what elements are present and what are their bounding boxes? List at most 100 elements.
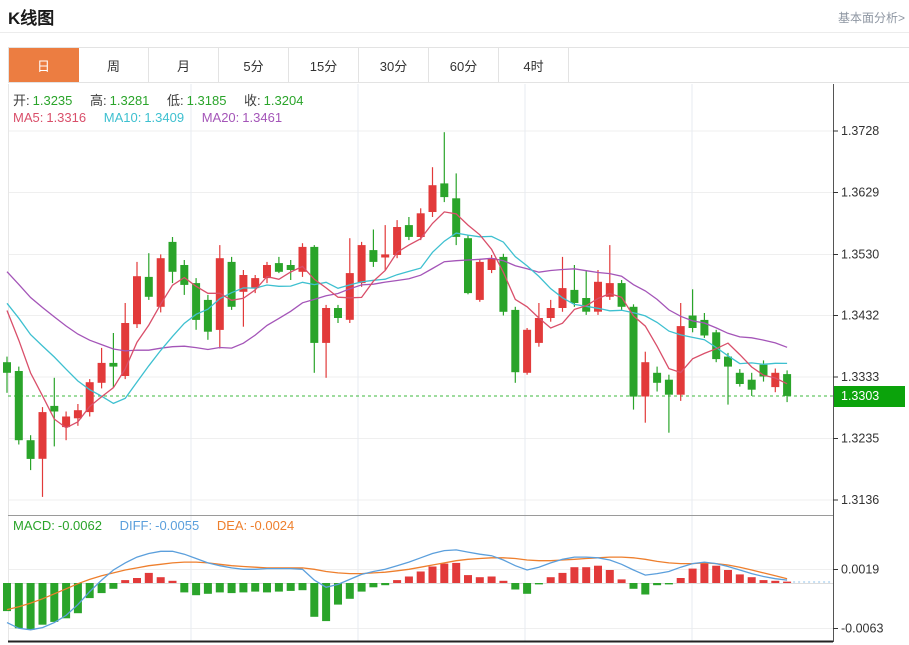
- macd-bar: [381, 583, 390, 586]
- candle-body: [428, 185, 437, 212]
- macd-bar: [747, 577, 756, 583]
- close-label: 收:: [244, 93, 261, 108]
- macd-label: MACD:: [13, 518, 55, 533]
- candle-body: [85, 382, 94, 413]
- low-label: 低:: [167, 93, 184, 108]
- candle-body: [641, 362, 650, 397]
- macd-bar: [452, 562, 461, 583]
- price-axis-label: 1.3432: [841, 309, 879, 323]
- candle-body: [14, 371, 23, 441]
- tab-15min[interactable]: 15分: [289, 48, 359, 82]
- candle-body: [109, 362, 118, 367]
- candle-body: [180, 265, 189, 285]
- macd-bar: [629, 583, 638, 589]
- ma5-value: 1.3316: [46, 110, 87, 125]
- macd-bar: [783, 581, 792, 583]
- ma5-line: [6, 211, 788, 429]
- candle-body: [381, 254, 390, 258]
- candle-body: [251, 278, 260, 289]
- candle-body: [345, 273, 354, 320]
- macd-bar: [62, 583, 71, 619]
- macd-bar: [617, 579, 626, 583]
- candle-body: [73, 410, 82, 419]
- macd-bar: [759, 580, 768, 583]
- tab-month[interactable]: 月: [149, 48, 219, 82]
- macd-bar: [97, 583, 106, 594]
- macd-bar: [546, 577, 555, 583]
- price-axis-label: 1.3629: [841, 186, 879, 200]
- macd-bar: [653, 583, 662, 586]
- open-value: 1.3235: [32, 93, 73, 108]
- macd-value: -0.0062: [57, 518, 102, 533]
- tab-5min[interactable]: 5分: [219, 48, 289, 82]
- candle-body: [393, 227, 402, 255]
- candle-body: [334, 308, 342, 318]
- fundamental-analysis-link[interactable]: 基本面分析>: [837, 11, 905, 25]
- dea-value: -0.0024: [250, 518, 295, 533]
- ma10-label: MA10:: [103, 110, 142, 125]
- dea-line: [6, 556, 788, 611]
- candle-body: [452, 198, 461, 237]
- tab-day[interactable]: 日: [9, 48, 79, 82]
- candle-body: [192, 283, 201, 320]
- macd-bar: [298, 583, 307, 591]
- candle-body: [263, 265, 271, 279]
- macd-bar: [192, 583, 201, 596]
- candle-body: [298, 246, 307, 272]
- main-candles-pane: [3, 132, 792, 497]
- candle-body: [735, 372, 744, 384]
- candle-body: [156, 258, 165, 307]
- open-label: 开:: [13, 93, 30, 108]
- macd-bar: [582, 567, 591, 583]
- macd-bar: [227, 583, 236, 594]
- low-value: 1.3185: [186, 93, 227, 108]
- ma20-label: MA20:: [201, 110, 240, 125]
- period-tabbar: 日周月 5分 15分 30分 60分 4时: [8, 47, 909, 83]
- macd-bar: [511, 583, 520, 590]
- candle-body: [759, 364, 768, 377]
- macd-bar: [464, 575, 472, 583]
- tab-30min[interactable]: 30分: [359, 48, 429, 82]
- macd-bar: [156, 577, 165, 583]
- macd-axis-label: 0.0019: [841, 562, 879, 576]
- candle-body: [487, 258, 496, 270]
- ma20-value: 1.3461: [242, 110, 283, 125]
- candle-body: [38, 412, 47, 459]
- candle-body: [286, 265, 295, 270]
- tab-week[interactable]: 周: [79, 48, 149, 82]
- candle-body: [227, 261, 236, 307]
- macd-bar: [38, 583, 47, 625]
- ma10-value: 1.3409: [144, 110, 185, 125]
- tab-4hour[interactable]: 4时: [499, 48, 569, 82]
- candle-body: [771, 372, 780, 388]
- header-divider: [0, 32, 909, 33]
- macd-bar: [712, 565, 721, 583]
- macd-bar: [345, 583, 354, 599]
- tab-60min[interactable]: 60分: [429, 48, 499, 82]
- high-value: 1.3281: [109, 93, 150, 108]
- macd-bar: [133, 578, 141, 583]
- macd-bar: [534, 583, 543, 585]
- macd-legend: MACD: -0.0062 DIFF: -0.0055 DEA: -0.0024: [13, 518, 297, 533]
- candle-body: [464, 238, 472, 294]
- macd-bar: [393, 580, 402, 583]
- macd-bar: [26, 583, 35, 630]
- macd-bar: [605, 570, 614, 583]
- macd-bar: [168, 580, 177, 583]
- diff-line: [6, 549, 788, 631]
- macd-bar: [487, 576, 496, 583]
- macd-bar: [85, 583, 94, 599]
- macd-bar: [570, 567, 579, 583]
- candle-body: [688, 315, 697, 328]
- page-title: K线图: [8, 9, 55, 28]
- candle-body: [3, 362, 11, 373]
- macd-bar: [523, 583, 532, 594]
- macd-bar: [357, 583, 366, 592]
- candle-body: [724, 356, 732, 367]
- candle-body: [50, 405, 59, 412]
- candle-body: [700, 319, 709, 336]
- macd-bar: [263, 583, 271, 593]
- macd-bar: [416, 571, 425, 583]
